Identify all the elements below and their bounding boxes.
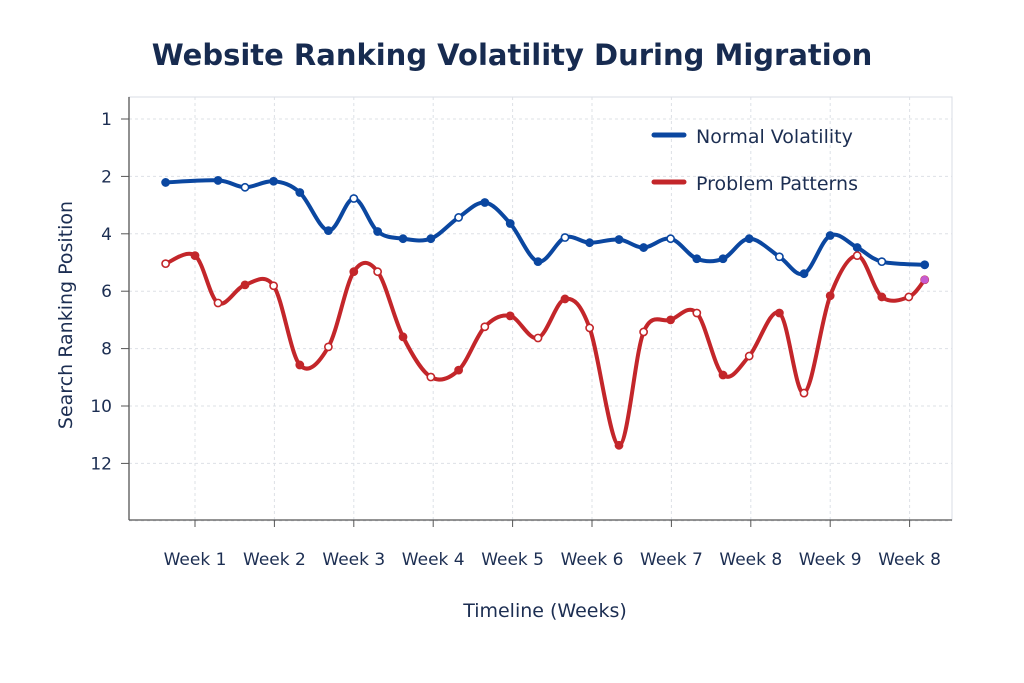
data-point — [213, 298, 223, 308]
y-tick-label: 12 — [90, 454, 112, 474]
x-tick-label: Week 3 — [322, 550, 385, 570]
data-point — [744, 351, 754, 361]
data-point — [269, 176, 279, 186]
x-tick-label: Week 1 — [164, 550, 227, 570]
data-point — [877, 257, 887, 267]
legend-label-normal: Normal Volatility — [696, 126, 853, 148]
series-line-problem — [163, 251, 927, 448]
data-point — [692, 254, 702, 264]
data-point — [240, 182, 250, 192]
data-point — [585, 323, 595, 333]
y-tick-label: 4 — [101, 225, 112, 245]
data-point — [774, 252, 784, 262]
data-point — [585, 238, 595, 248]
data-point — [349, 267, 359, 277]
data-point — [904, 292, 914, 302]
chart-title: Website Ranking Volatility During Migrat… — [151, 38, 873, 72]
x-tick-label: Week 9 — [799, 550, 862, 570]
data-point — [718, 254, 728, 264]
data-point — [877, 292, 887, 302]
data-point — [480, 322, 490, 332]
data-point — [295, 188, 305, 197]
y-axis-label: Search Ranking Position — [55, 201, 77, 429]
data-point — [852, 243, 862, 252]
data-point — [213, 176, 223, 185]
data-point — [614, 235, 624, 244]
data-point — [426, 234, 436, 244]
data-point — [852, 251, 862, 261]
data-point — [639, 327, 649, 337]
data-point — [349, 194, 359, 203]
data-point — [920, 260, 930, 270]
series-line-normal — [163, 178, 927, 277]
data-point — [666, 315, 676, 325]
data-point — [825, 231, 835, 240]
y-tick-label: 10 — [90, 397, 112, 417]
x-tick-label: Week 6 — [561, 550, 624, 570]
y-tick-label: 1 — [101, 110, 112, 130]
data-point — [718, 370, 728, 380]
x-tick-label: Week 7 — [640, 550, 703, 570]
data-point — [560, 294, 570, 304]
data-point — [799, 269, 809, 279]
legend-label-problem: Problem Patterns — [696, 173, 858, 195]
data-point — [560, 233, 570, 242]
y-tick-label: 6 — [101, 282, 112, 302]
data-point — [692, 308, 702, 318]
data-point — [533, 333, 543, 343]
data-point — [398, 332, 408, 342]
x-tick-label: Week 8 — [719, 550, 782, 570]
data-point — [614, 440, 624, 450]
data-point — [454, 365, 464, 375]
data-point — [799, 388, 809, 398]
x-tick-label: Week 8 — [878, 550, 941, 570]
x-tick-label: Week 2 — [243, 550, 306, 570]
x-tick-label: Week 5 — [481, 550, 544, 570]
data-point — [373, 267, 383, 277]
data-point — [639, 243, 649, 252]
data-point — [480, 198, 490, 207]
data-point — [161, 178, 171, 187]
data-point — [323, 342, 333, 352]
plot-frame — [128, 96, 953, 521]
x-axis-label: Timeline (Weeks) — [462, 600, 627, 622]
data-point — [774, 308, 784, 318]
grid — [129, 97, 952, 522]
data-point — [825, 291, 835, 301]
data-point — [323, 226, 333, 236]
y-tick-label: 2 — [101, 167, 112, 187]
data-point — [190, 251, 200, 261]
data-point — [161, 259, 171, 269]
data-point — [744, 234, 754, 244]
data-point — [505, 219, 515, 228]
legend: Normal Volatility Problem Patterns — [651, 126, 858, 195]
x-tick-label: Week 4 — [402, 550, 465, 570]
data-point — [269, 281, 279, 291]
data-point — [454, 213, 464, 222]
y-tick-label: 8 — [101, 340, 112, 360]
data-point — [505, 311, 515, 321]
data-point — [426, 372, 436, 382]
data-point — [533, 257, 543, 267]
data-point — [398, 234, 408, 244]
highlight-point — [920, 275, 929, 284]
data-point — [240, 280, 250, 290]
data-point — [666, 234, 676, 244]
data-point — [373, 227, 383, 236]
data-point — [295, 360, 305, 370]
